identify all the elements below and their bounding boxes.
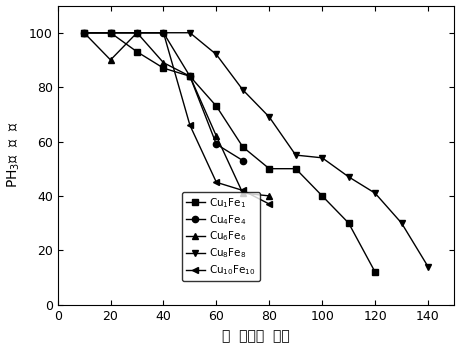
Cu$_8$Fe$_8$ bbox=[107, 31, 113, 35]
Cu$_4$Fe$_4$ bbox=[81, 31, 87, 35]
Line: Cu$_{10}$Fe$_{10}$: Cu$_{10}$Fe$_{10}$ bbox=[81, 30, 272, 207]
Cu$_4$Fe$_4$ bbox=[107, 31, 113, 35]
Cu$_{10}$Fe$_{10}$ bbox=[81, 31, 87, 35]
Cu$_6$Fe$_6$ bbox=[213, 134, 218, 138]
Cu$_8$Fe$_8$ bbox=[319, 156, 324, 160]
Cu$_{10}$Fe$_{10}$ bbox=[160, 31, 166, 35]
Cu$_1$Fe$_1$ bbox=[292, 166, 298, 171]
Cu$_8$Fe$_8$ bbox=[345, 175, 351, 179]
Line: Cu$_4$Fe$_4$: Cu$_4$Fe$_4$ bbox=[81, 30, 246, 164]
Cu$_8$Fe$_8$ bbox=[398, 221, 403, 225]
Cu$_4$Fe$_4$ bbox=[187, 74, 192, 78]
Cu$_1$Fe$_1$ bbox=[319, 194, 324, 198]
Legend: Cu$_1$Fe$_1$, Cu$_4$Fe$_4$, Cu$_6$Fe$_6$, Cu$_8$Fe$_8$, Cu$_{10}$Fe$_{10}$: Cu$_1$Fe$_1$, Cu$_4$Fe$_4$, Cu$_6$Fe$_6$… bbox=[181, 192, 259, 282]
Cu$_6$Fe$_6$ bbox=[187, 74, 192, 78]
Cu$_6$Fe$_6$ bbox=[160, 61, 166, 65]
Cu$_6$Fe$_6$ bbox=[134, 31, 140, 35]
Cu$_1$Fe$_1$ bbox=[160, 66, 166, 70]
Cu$_{10}$Fe$_{10}$ bbox=[107, 31, 113, 35]
Cu$_1$Fe$_1$ bbox=[345, 221, 351, 225]
Cu$_8$Fe$_8$ bbox=[240, 88, 245, 92]
Cu$_8$Fe$_8$ bbox=[134, 31, 140, 35]
Y-axis label: PH$_3$去  除  率: PH$_3$去 除 率 bbox=[6, 122, 22, 188]
Cu$_1$Fe$_1$ bbox=[107, 31, 113, 35]
Cu$_{10}$Fe$_{10}$ bbox=[134, 31, 140, 35]
Cu$_6$Fe$_6$ bbox=[240, 191, 245, 195]
Cu$_{10}$Fe$_{10}$ bbox=[187, 123, 192, 127]
Cu$_{10}$Fe$_{10}$ bbox=[213, 180, 218, 184]
Cu$_8$Fe$_8$ bbox=[266, 115, 271, 119]
Line: Cu$_6$Fe$_6$: Cu$_6$Fe$_6$ bbox=[81, 30, 272, 199]
Cu$_{10}$Fe$_{10}$ bbox=[266, 202, 271, 206]
Cu$_8$Fe$_8$ bbox=[371, 191, 377, 195]
Line: Cu$_8$Fe$_8$: Cu$_8$Fe$_8$ bbox=[81, 30, 430, 270]
Cu$_4$Fe$_4$ bbox=[134, 31, 140, 35]
Cu$_1$Fe$_1$ bbox=[81, 31, 87, 35]
Cu$_8$Fe$_8$ bbox=[424, 265, 430, 269]
Cu$_4$Fe$_4$ bbox=[240, 158, 245, 163]
X-axis label: 时  间（分  钟）: 时 间（分 钟） bbox=[222, 329, 289, 343]
Cu$_4$Fe$_4$ bbox=[160, 31, 166, 35]
Cu$_8$Fe$_8$ bbox=[213, 52, 218, 57]
Cu$_1$Fe$_1$ bbox=[371, 270, 377, 274]
Cu$_8$Fe$_8$ bbox=[160, 31, 166, 35]
Cu$_6$Fe$_6$ bbox=[107, 58, 113, 62]
Line: Cu$_1$Fe$_1$: Cu$_1$Fe$_1$ bbox=[81, 30, 377, 275]
Cu$_1$Fe$_1$ bbox=[134, 50, 140, 54]
Cu$_6$Fe$_6$ bbox=[266, 194, 271, 198]
Cu$_1$Fe$_1$ bbox=[213, 104, 218, 108]
Cu$_8$Fe$_8$ bbox=[292, 153, 298, 157]
Cu$_1$Fe$_1$ bbox=[187, 74, 192, 78]
Cu$_1$Fe$_1$ bbox=[240, 145, 245, 149]
Cu$_6$Fe$_6$ bbox=[81, 31, 87, 35]
Cu$_4$Fe$_4$ bbox=[213, 142, 218, 146]
Cu$_8$Fe$_8$ bbox=[81, 31, 87, 35]
Cu$_8$Fe$_8$ bbox=[187, 31, 192, 35]
Cu$_{10}$Fe$_{10}$ bbox=[240, 188, 245, 193]
Cu$_1$Fe$_1$ bbox=[266, 166, 271, 171]
